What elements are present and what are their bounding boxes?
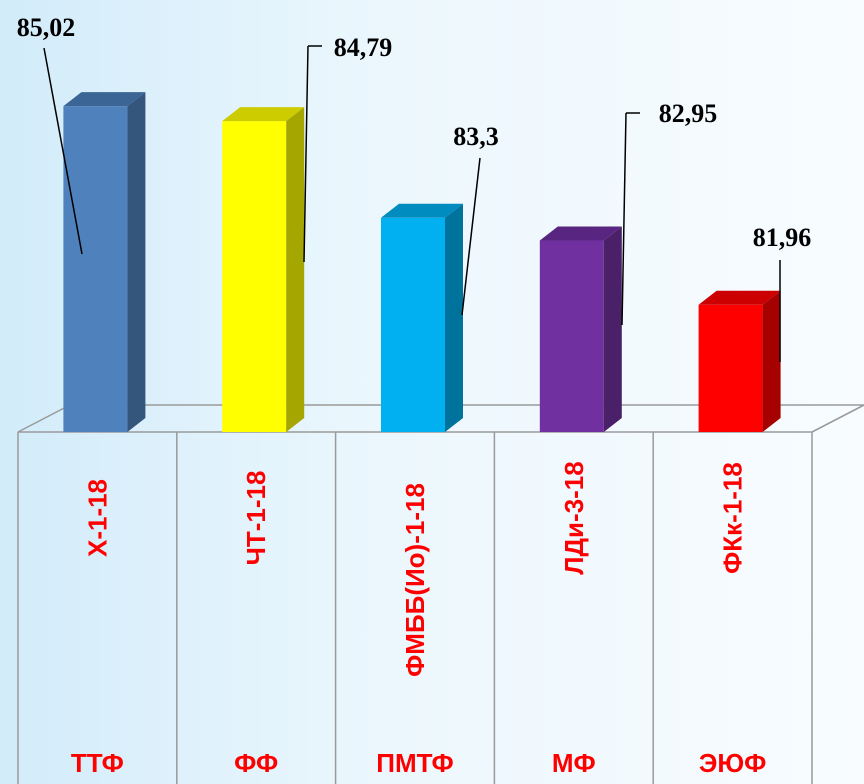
- category-label: ФКк-1-18: [718, 462, 748, 574]
- bar-side: [762, 290, 781, 432]
- group-label: ПМТФ: [376, 748, 453, 778]
- category-label: ЧТ-1-18: [241, 471, 271, 566]
- bar-side: [286, 107, 305, 433]
- bar: [63, 106, 128, 432]
- group-label: ЭЮФ: [699, 748, 767, 778]
- bar-top: [539, 226, 622, 241]
- bar-side: [445, 203, 463, 432]
- bar-top: [698, 290, 781, 305]
- bar-top: [222, 107, 305, 122]
- group-label: МФ: [552, 748, 596, 778]
- bar-side: [603, 226, 622, 432]
- leader-line: [461, 157, 481, 316]
- leader-line: [43, 47, 83, 255]
- bar-top: [381, 203, 463, 218]
- bar: [539, 240, 604, 432]
- group-label: ФФ: [234, 748, 278, 778]
- data-label: 85,02: [17, 13, 76, 42]
- data-label: 84,79: [334, 33, 393, 62]
- group-label: ТТФ: [71, 748, 124, 778]
- leader-line: [303, 45, 309, 263]
- bar-side: [127, 92, 146, 432]
- category-label: ЛДи-3-18: [559, 461, 589, 574]
- category-label: Х-1-18: [82, 479, 112, 557]
- bar: [381, 217, 445, 432]
- data-label: 83,3: [453, 122, 499, 151]
- category-label: ФМББ(Ио)-1-18: [400, 483, 430, 677]
- bar: [698, 304, 763, 432]
- data-label: 82,95: [659, 99, 718, 128]
- data-label: 81,96: [753, 223, 812, 252]
- bar-top: [63, 92, 146, 107]
- bar: [222, 121, 287, 433]
- leader-line: [621, 112, 627, 326]
- floor-edge-right: [811, 404, 864, 433]
